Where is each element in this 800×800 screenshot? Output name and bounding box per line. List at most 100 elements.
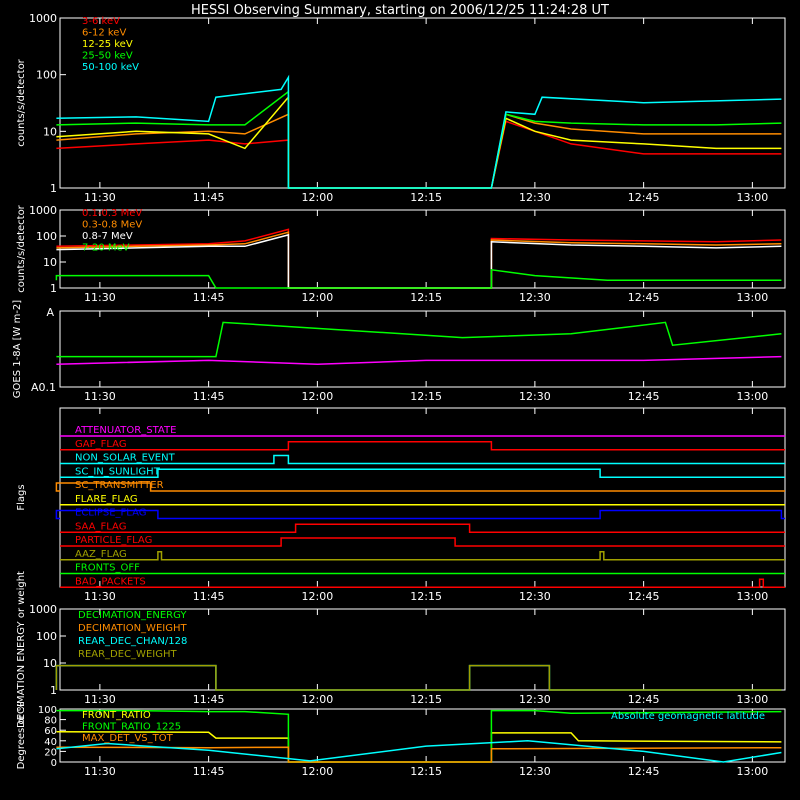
flag-line [60,523,785,534]
flag-sc-in-sunlight: SC_IN_SUNLIGHT [60,466,785,479]
y-tick-label: 60 [44,726,57,737]
y-tick-label: 1 [50,282,57,295]
legend-entry: DECIMATION_WEIGHT [78,623,187,634]
x-tick-label: 12:00 [302,191,334,204]
x-tick-label: 12:30 [519,291,551,304]
legend-entry: REAR_DEC_CHAN/128 [78,636,187,647]
x-tick-label: 12:45 [628,590,660,603]
legend-entry: 25-50 keV [82,51,133,62]
y-tick-label: 40 [44,737,57,748]
legend-entry: FRONT_RATIO [82,710,151,721]
series-goes-low [56,355,782,365]
series-goes-high [56,321,782,358]
x-tick-label: 12:30 [519,390,551,403]
x-tick-label: 12:00 [302,590,334,603]
x-tick-label: 12:15 [410,291,442,304]
x-tick-label: 12:00 [302,693,334,706]
x-tick-label: 11:30 [84,590,116,603]
flag-gap-flag: GAP_FLAG [60,439,785,451]
series-25-50-kev [56,90,782,189]
series-3-6-kev [56,120,782,189]
x-tick-label: 11:30 [84,291,116,304]
x-tick-label: 12:15 [410,590,442,603]
y-tick-label: 1000 [29,12,57,25]
flag-label: NON_SOLAR_EVENT [75,453,176,464]
flag-eclipse-flag: ECLIPSE_FLAG [55,508,785,520]
legend-entry: 0.3-0.8 MeV [82,220,142,231]
x-tick-label: 12:45 [628,693,660,706]
panel-3: 11:30 11:45 12:00 12:15 12:30 12:45 13:00 GOES … [12,300,786,403]
flag-line [55,509,785,520]
flag-line [60,468,785,479]
panel-frame [59,17,786,189]
flag-attenuator-state: ATTENUATOR_STATE [60,425,785,437]
y-axis-label: Degrees or % [16,702,27,770]
flag-line [60,551,785,561]
x-tick-label: 12:45 [628,765,660,778]
panel-2: 11:30 11:45 12:00 12:15 12:30 12:45 13:00 count… [16,204,786,304]
legend-entry: MAX_DET_VS_TOT [82,733,174,744]
y-tick-label: 1000 [29,204,57,217]
y-tick-label: 1 [50,684,57,697]
y-axis-label: Flags [16,484,27,510]
chart-title: HESSI Observing Summary, starting on 200… [191,3,609,18]
y-axis-label: DECIMATION ENERGY or weight [16,571,27,728]
legend-entry: 0.1-0.3 MeV [82,208,142,219]
legend-entry: FRONT_RATIO_1225 [82,722,181,733]
legend-entry: 3-6 keV [82,16,120,27]
x-tick-label: 13:00 [737,590,769,603]
x-tick-label: 11:45 [193,291,225,304]
x-tick-label: 12:00 [302,291,334,304]
flag-non-solar-event: NON_SOLAR_EVENT [60,453,785,465]
x-tick-label: 13:00 [737,765,769,778]
x-tick-label: 11:45 [193,693,225,706]
legend-entry: 12-25 keV [82,39,133,50]
panel-4: 11:30 11:45 12:00 12:15 12:30 12:45 13:00 Flags… [16,407,786,603]
y-tick-label: 10 [43,657,57,670]
panel-1: 11:30 11:45 12:00 12:15 12:30 12:45 13:00 count… [16,12,786,204]
x-tick-label: 11:30 [84,693,116,706]
flag-line [60,454,785,465]
x-tick-label: 13:00 [737,191,769,204]
panel-frame [59,310,786,388]
x-tick-label: 13:00 [737,693,769,706]
legend-entry: 0.8-7 MeV [82,231,133,242]
x-tick-label: 12:15 [410,693,442,706]
x-tick-label: 11:30 [84,191,116,204]
flag-label: BAD_PACKETS [75,576,146,587]
flag-line [55,482,785,492]
y-axis-label: counts/s/detector [16,58,27,146]
flag-label: SAA_FLAG [75,521,126,532]
flag-label: SC_TRANSMITTER [75,480,164,491]
legend-entry: 50-100 keV [82,62,139,73]
y-tick-label: 10 [43,125,57,138]
y-tick-label: 100 [38,705,57,716]
x-tick-label: 12:30 [519,191,551,204]
y-tick-label: 100 [36,69,57,82]
flag-label: PARTICLE_FLAG [75,535,152,546]
series-absolute-geomagnetic-latitude [56,740,782,763]
x-tick-label: 12:45 [628,291,660,304]
flag-flare-flag: FLARE_FLAG [60,494,785,506]
x-tick-label: 11:45 [193,390,225,403]
x-tick-label: 11:30 [84,390,116,403]
series-7-20-mev [55,268,782,289]
x-tick-label: 13:00 [737,390,769,403]
y-tick-label: 1000 [29,603,57,616]
y-tick-label: 1 [50,182,57,195]
flag-label: FRONTS_OFF [75,563,140,574]
x-tick-label: 13:00 [737,291,769,304]
x-tick-label: 12:45 [628,191,660,204]
flag-label: AAZ_FLAG [75,549,127,560]
flag-label: ATTENUATOR_STATE [75,425,176,436]
x-tick-label: 11:30 [84,765,116,778]
legend-entry: 6-12 keV [82,28,126,39]
series-50-100-kev [56,74,782,189]
legend-entry: REAR_DEC_WEIGHT [78,649,177,660]
y-tick-label: 100 [36,230,57,243]
x-tick-label: 12:45 [628,390,660,403]
flag-label: GAP_FLAG [75,439,127,450]
x-tick-label: 12:30 [519,693,551,706]
y-tick-label: A [46,306,54,319]
